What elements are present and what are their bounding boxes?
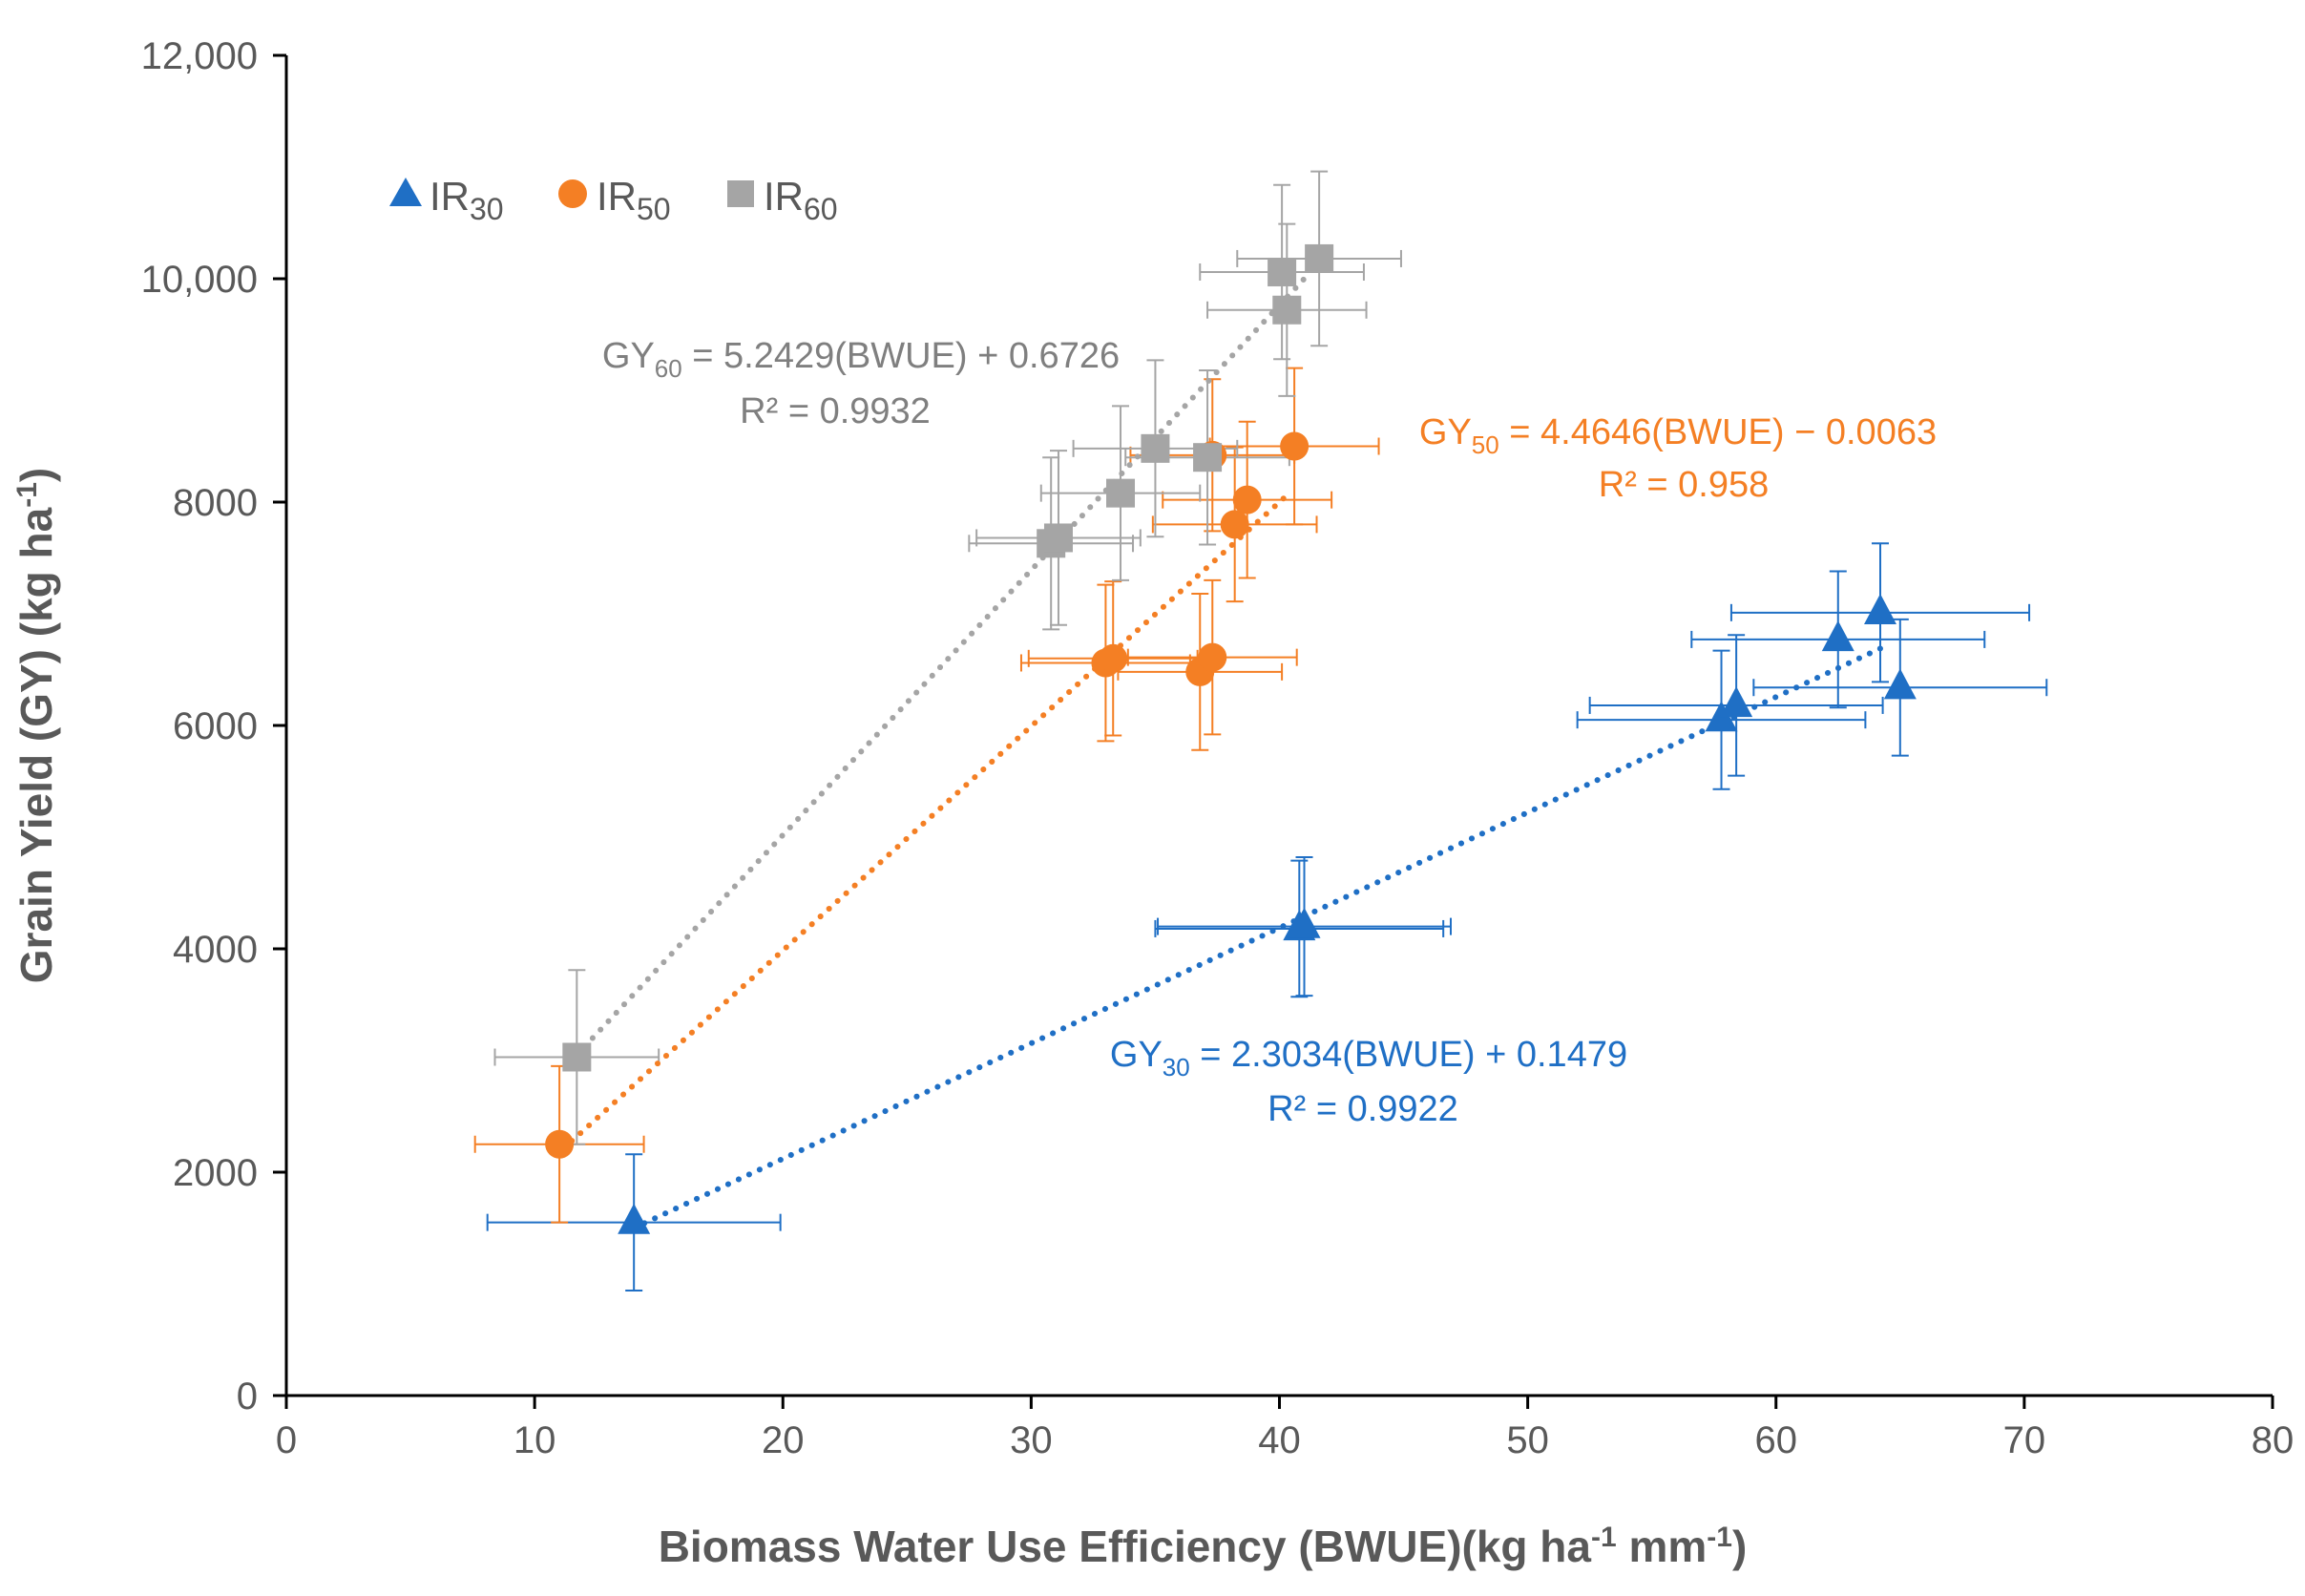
legend-label-ir60: IR60 (764, 174, 838, 226)
axes (284, 55, 2273, 1397)
equation-ir60: GY60 = 5.2429(BWUE) + 0.6726 R² = 0.9932 (602, 336, 1120, 431)
y-tick-label: 0 (237, 1376, 258, 1418)
equation-ir30: GY30 = 2.3034(BWUE) + 0.1479 R² = 0.9922 (1110, 1035, 1627, 1129)
data-point-ir30 (1883, 668, 1917, 700)
y-tick-label: 8000 (173, 482, 258, 524)
data-point-ir50 (545, 1129, 575, 1159)
data-point-ir60 (1268, 257, 1297, 286)
legend: IR30 IR50 IR60 (389, 174, 838, 226)
x-tick-label: 30 (1010, 1419, 1053, 1461)
equation-ir30-r2: R² = 0.9922 (1268, 1089, 1458, 1129)
trendlines-layer (569, 276, 1891, 1231)
y-tick-label: 12,000 (141, 35, 258, 77)
trendline-ir60 (574, 276, 1308, 1059)
data-points-layer (545, 243, 1917, 1234)
data-point-ir50 (1099, 643, 1128, 673)
equation-ir50: GY50 = 4.4646(BWUE) − 0.0063 R² = 0.958 (1419, 412, 1937, 505)
data-point-ir50 (1198, 642, 1227, 672)
data-point-ir30 (1720, 686, 1753, 718)
data-point-ir50 (1280, 431, 1310, 461)
data-point-ir60 (1193, 443, 1223, 472)
y-tick-label: 4000 (173, 929, 258, 971)
equation-ir50-formula: GY50 = 4.4646(BWUE) − 0.0063 (1419, 412, 1937, 459)
legend-item-ir30: IR30 (389, 174, 504, 226)
y-tick-label: 10,000 (141, 259, 258, 301)
trendline-ir50 (569, 488, 1295, 1144)
data-point-ir60 (1305, 243, 1334, 273)
data-point-ir30 (1288, 907, 1321, 938)
x-axis-title: Biomass Water Use Efficiency (BWUE)(kg h… (659, 1522, 1748, 1571)
equation-ir50-r2: R² = 0.958 (1599, 465, 1770, 505)
data-point-ir50 (1220, 510, 1249, 539)
data-point-ir60 (1272, 295, 1302, 325)
data-point-ir50 (1232, 485, 1262, 514)
y-axis-title: Grain Yield (GY) (kg ha-1) (11, 468, 61, 983)
equation-ir60-formula: GY60 = 5.2429(BWUE) + 0.6726 (602, 336, 1120, 383)
legend-label-ir50: IR50 (597, 174, 671, 226)
legend-item-ir60: IR60 (727, 174, 838, 226)
x-tick-label: 40 (1258, 1419, 1301, 1461)
x-tick-label: 20 (762, 1419, 805, 1461)
legend-circle-icon (558, 179, 587, 208)
legend-item-ir50: IR50 (558, 174, 671, 226)
tick-layer: 0 10 20 30 40 50 60 70 80 0 2000 4000 6000 8000 10,000… (141, 35, 2295, 1461)
data-point-ir30 (1864, 593, 1897, 624)
y-tick-label: 6000 (173, 705, 258, 747)
trendline-ir30 (631, 641, 1891, 1231)
legend-label-ir30: IR30 (430, 174, 504, 226)
equation-ir30-formula: GY30 = 2.3034(BWUE) + 0.1479 (1110, 1035, 1627, 1082)
legend-triangle-icon (389, 178, 422, 206)
data-point-ir30 (618, 1203, 651, 1234)
x-tick-label: 50 (1506, 1419, 1549, 1461)
data-point-ir60 (1141, 433, 1170, 463)
legend-square-icon (727, 180, 754, 207)
x-tick-label: 0 (276, 1419, 297, 1461)
data-point-ir60 (562, 1042, 592, 1072)
x-tick-label: 70 (2003, 1419, 2046, 1461)
x-tick-label: 10 (513, 1419, 556, 1461)
data-point-ir60 (1043, 523, 1073, 553)
equation-ir60-r2: R² = 0.9932 (740, 391, 931, 431)
data-point-ir60 (1106, 478, 1136, 508)
y-tick-label: 2000 (173, 1152, 258, 1194)
x-tick-label: 60 (1755, 1419, 1798, 1461)
data-point-ir30 (1821, 620, 1854, 652)
x-tick-label: 80 (2252, 1419, 2295, 1461)
